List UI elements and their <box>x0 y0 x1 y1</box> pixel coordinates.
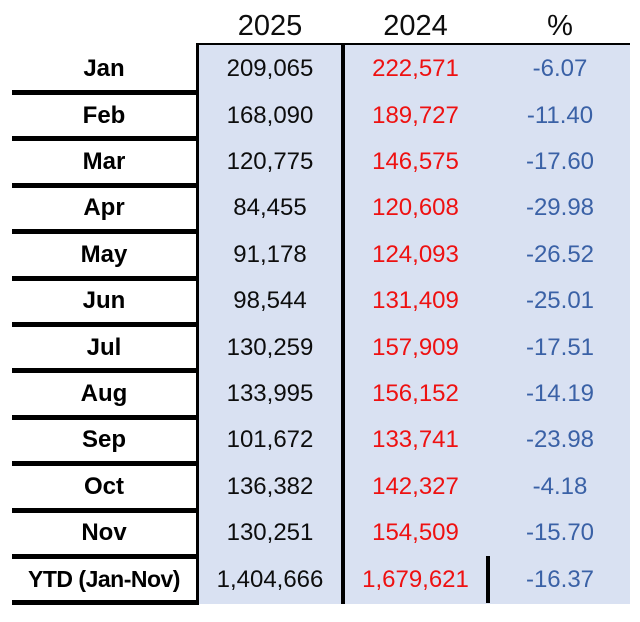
month-label: Aug <box>80 379 128 407</box>
row-separator-bar <box>12 553 199 559</box>
row-separator-bar <box>12 414 199 420</box>
month-label: Jul <box>86 333 122 361</box>
value-percent: -17.51 <box>525 333 595 361</box>
month-label: Apr <box>83 194 125 222</box>
value-2025: 130,259 <box>226 333 314 361</box>
column-divider-2024-pct-ytd <box>486 556 490 603</box>
value-percent: -23.98 <box>525 426 595 454</box>
value-2025: 120,775 <box>226 147 314 175</box>
value-2024: 142,327 <box>372 472 459 500</box>
value-2024: 154,509 <box>372 519 459 547</box>
value-percent: -4.18 <box>532 472 588 500</box>
value-2024: 131,409 <box>372 287 459 315</box>
ytd-label: YTD (Jan-Nov) <box>28 566 180 593</box>
value-percent: -6.07 <box>532 55 588 83</box>
row-separator-bar <box>12 136 199 142</box>
row-separator-bar <box>12 321 199 327</box>
value-percent: -29.98 <box>525 194 595 222</box>
value-percent: -17.60 <box>525 147 595 175</box>
row-separator-bar <box>12 89 199 95</box>
value-percent: -26.52 <box>525 240 595 268</box>
column-header-percent: % <box>547 9 573 42</box>
value-percent: -25.01 <box>525 287 595 315</box>
month-label: May <box>80 240 128 268</box>
value-2024: 146,575 <box>372 147 459 175</box>
value-percent: -16.37 <box>525 565 595 593</box>
value-percent: -15.70 <box>525 519 595 547</box>
table-row-mar: Mar 120,775 146,575 -17.60 <box>0 139 640 185</box>
value-2025: 91,178 <box>233 240 307 268</box>
table-row-feb: Feb 168,090 189,727 -11.40 <box>0 92 640 138</box>
row-separator-bar <box>12 461 199 467</box>
value-2024: 120,608 <box>372 194 459 222</box>
value-2025: 98,544 <box>233 287 307 315</box>
row-separator-bar <box>12 275 199 281</box>
month-label: Jun <box>82 287 126 315</box>
month-label: Mar <box>82 147 126 175</box>
value-percent: -11.40 <box>526 101 594 129</box>
month-label: Feb <box>82 101 126 129</box>
row-separator-bar <box>12 600 199 606</box>
row-separator-bar <box>12 507 199 513</box>
table-row-may: May 91,178 124,093 -26.52 <box>0 232 640 278</box>
value-2024: 189,727 <box>372 101 459 129</box>
value-2025: 133,995 <box>226 379 314 407</box>
column-divider-2025-2024 <box>341 43 345 604</box>
table-row-ytd: YTD (Jan-Nov) 1,404,666 1,679,621 -16.37 <box>0 556 640 602</box>
value-2025: 101,672 <box>226 426 314 454</box>
row-separator-bar <box>12 368 199 374</box>
table-row-nov: Nov 130,251 154,509 -15.70 <box>0 510 640 556</box>
column-header-2024: 2024 <box>383 9 448 42</box>
row-separator-bar <box>12 229 199 235</box>
row-separator-bar <box>12 182 199 188</box>
value-2025: 1,404,666 <box>216 565 324 593</box>
value-percent: -14.19 <box>525 379 595 407</box>
value-2025: 130,251 <box>226 519 314 547</box>
month-label: Sep <box>81 426 126 454</box>
table-row-jul: Jul 130,259 157,909 -17.51 <box>0 324 640 370</box>
value-2024: 156,152 <box>372 379 459 407</box>
value-2025: 84,455 <box>233 194 307 222</box>
value-2025: 136,382 <box>226 472 314 500</box>
table-row-apr: Apr 84,455 120,608 -29.98 <box>0 185 640 231</box>
value-2024: 133,741 <box>372 426 459 454</box>
table-row-aug: Aug 133,995 156,152 -14.19 <box>0 371 640 417</box>
value-2025: 209,065 <box>226 55 314 83</box>
value-2025: 168,090 <box>226 101 314 129</box>
table-row-jun: Jun 98,544 131,409 -25.01 <box>0 278 640 324</box>
table-row-sep: Sep 101,672 133,741 -23.98 <box>0 417 640 463</box>
column-header-2025: 2025 <box>237 9 303 42</box>
value-2024: 124,093 <box>372 240 459 268</box>
value-2024: 222,571 <box>372 55 459 83</box>
value-2024: 157,909 <box>372 333 459 361</box>
table-row-jan: Jan 209,065 222,571 -6.07 <box>0 46 640 92</box>
value-2024: 1,679,621 <box>362 565 469 593</box>
table-row-oct: Oct 136,382 142,327 -4.18 <box>0 464 640 510</box>
month-label: Jan <box>83 55 125 83</box>
month-label: Oct <box>83 472 124 500</box>
month-label: Nov <box>81 519 127 547</box>
data-panel-background <box>196 43 630 604</box>
